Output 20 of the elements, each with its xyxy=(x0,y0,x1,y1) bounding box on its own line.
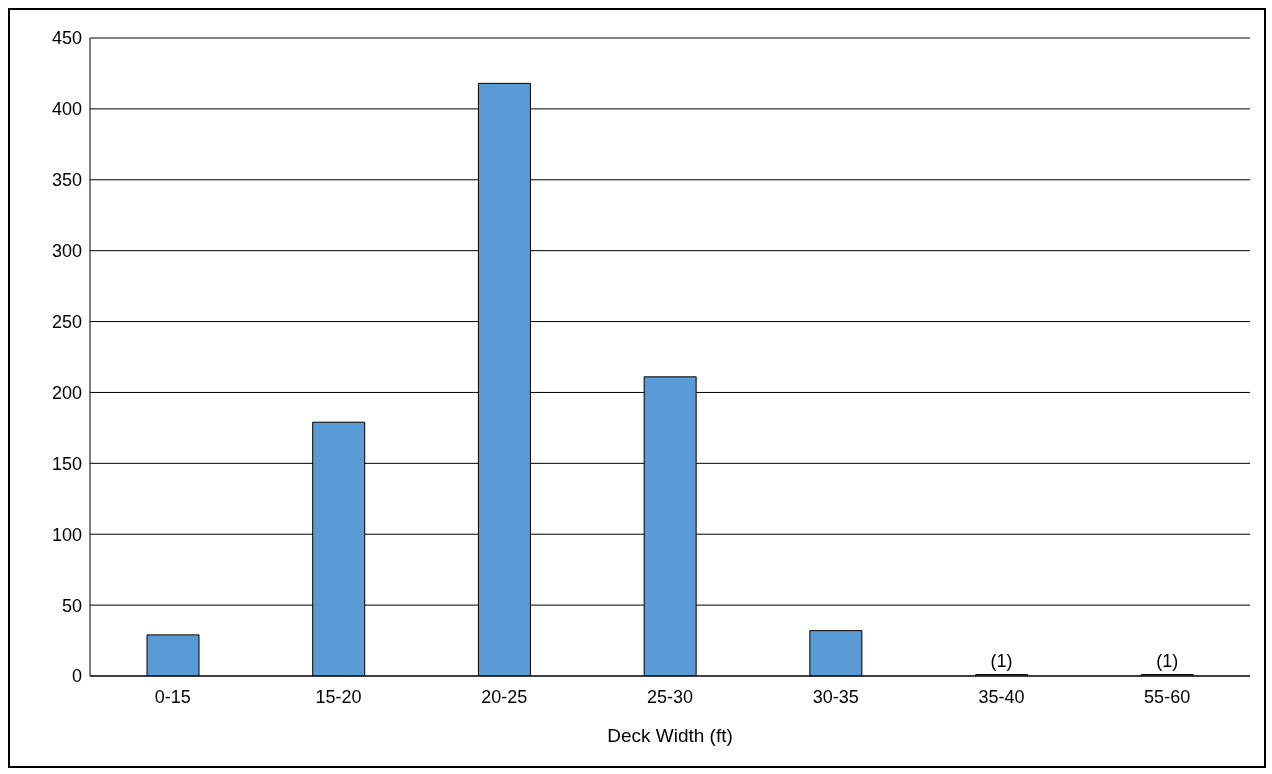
data-label: (1) xyxy=(1156,650,1179,671)
x-tick-label: 35-40 xyxy=(978,686,1025,707)
y-tick-label: 250 xyxy=(51,311,82,332)
x-tick-label: 30-35 xyxy=(812,686,859,707)
y-tick-label: 400 xyxy=(51,99,82,120)
y-tick-label: 450 xyxy=(51,28,82,49)
x-axis-title: Deck Width (ft) xyxy=(607,725,733,746)
y-tick-label: 0 xyxy=(71,666,82,687)
x-tick-label: 25-30 xyxy=(646,686,694,707)
y-tick-label: 300 xyxy=(51,241,82,262)
x-tick-label: 55-60 xyxy=(1144,686,1191,707)
y-tick-label: 100 xyxy=(51,524,82,545)
y-tick-label: 200 xyxy=(51,382,82,403)
x-tick-label: 15-20 xyxy=(315,686,362,707)
y-tick-label: 150 xyxy=(51,453,82,474)
x-tick-label: 0-15 xyxy=(154,686,191,707)
data-label: (1) xyxy=(990,650,1013,671)
y-tick-label: 50 xyxy=(61,595,82,616)
y-tick-label: 350 xyxy=(51,170,82,191)
x-tick-label: 20-25 xyxy=(481,686,528,707)
